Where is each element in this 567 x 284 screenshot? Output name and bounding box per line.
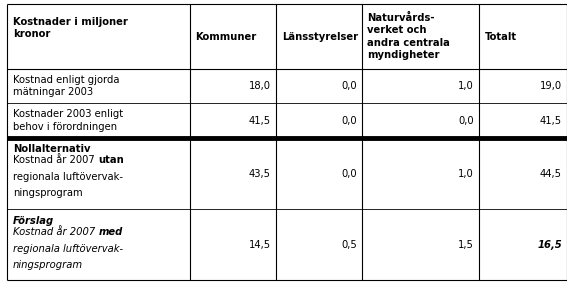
Text: 0,0: 0,0	[341, 81, 357, 91]
Text: med: med	[99, 227, 122, 237]
Text: 0,5: 0,5	[341, 240, 357, 250]
Text: 1,0: 1,0	[458, 81, 474, 91]
Text: Länsstyrelser: Länsstyrelser	[282, 32, 358, 42]
Text: 0,0: 0,0	[341, 116, 357, 126]
Text: 41,5: 41,5	[249, 116, 271, 126]
Text: 43,5: 43,5	[249, 169, 271, 179]
Text: 1,0: 1,0	[458, 169, 474, 179]
Text: Naturvårds-
verket och
andra centrala
myndigheter: Naturvårds- verket och andra centrala my…	[367, 13, 450, 60]
Text: Totalt: Totalt	[485, 32, 517, 42]
Text: Kommuner: Kommuner	[196, 32, 257, 42]
Text: 1,5: 1,5	[458, 240, 474, 250]
Text: 0,0: 0,0	[458, 116, 474, 126]
Text: Kostnad år 2007: Kostnad år 2007	[13, 227, 99, 237]
Text: 18,0: 18,0	[249, 81, 271, 91]
Text: Kostnader 2003 enligt
behov i förordningen: Kostnader 2003 enligt behov i förordning…	[13, 109, 123, 132]
Text: 16,5: 16,5	[537, 240, 562, 250]
Text: 44,5: 44,5	[540, 169, 562, 179]
Text: ningsprogram: ningsprogram	[13, 188, 83, 199]
Text: 41,5: 41,5	[540, 116, 562, 126]
Text: Nollalternativ: Nollalternativ	[13, 144, 91, 154]
Text: 0,0: 0,0	[341, 169, 357, 179]
Text: Kostnader i miljoner
kronor: Kostnader i miljoner kronor	[13, 17, 128, 39]
Text: ningsprogram: ningsprogram	[13, 260, 83, 270]
Text: Kostnad år 2007: Kostnad år 2007	[13, 155, 98, 166]
Text: 14,5: 14,5	[249, 240, 271, 250]
Text: regionala luftövervak-: regionala luftövervak-	[13, 172, 123, 182]
Text: utan: utan	[98, 155, 124, 166]
Text: 19,0: 19,0	[540, 81, 562, 91]
Text: Förslag: Förslag	[13, 216, 54, 226]
Text: Kostnad enligt gjorda
mätningar 2003: Kostnad enligt gjorda mätningar 2003	[13, 75, 120, 97]
Text: regionala luftövervak-: regionala luftövervak-	[13, 244, 123, 254]
